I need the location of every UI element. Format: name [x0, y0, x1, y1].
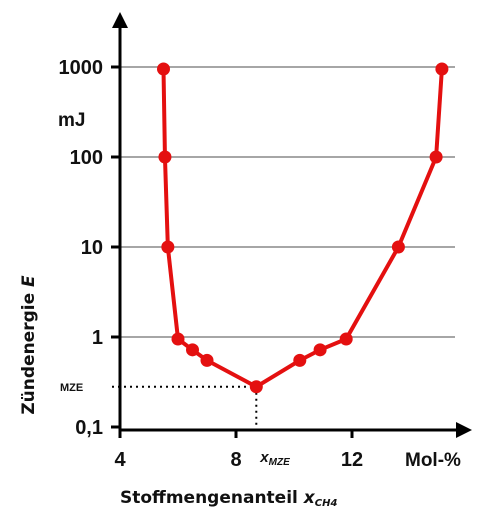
mze-label: MZE: [60, 382, 83, 394]
series-path: [161, 68, 444, 389]
axes: [112, 12, 472, 438]
y-tick-label: 1000: [59, 57, 104, 79]
x-axis-title: Stoffmengenanteil xCH4: [120, 488, 337, 509]
data-point: [158, 150, 172, 164]
y-tick-label: 10: [81, 237, 103, 259]
y-tick-label: 100: [70, 147, 103, 169]
data-point: [313, 343, 327, 357]
y-tick-label: 0,1: [75, 417, 103, 439]
data-point: [161, 240, 175, 254]
series-line: [157, 62, 449, 394]
x-mze-label: xMZE: [259, 449, 290, 468]
data-point: [157, 62, 170, 76]
x-unit-label: Mol-%: [405, 450, 461, 471]
data-point: [435, 62, 449, 76]
y-axis-title: Zündenergie E: [19, 275, 39, 415]
x-tick-label: 4: [114, 449, 126, 471]
y-unit-label: mJ: [58, 110, 85, 131]
tick-labels: 0,1 1 10 100 1000 4 8 12: [59, 57, 364, 471]
gridlines: [120, 66, 455, 338]
data-point: [339, 332, 353, 346]
data-point: [293, 353, 307, 367]
y-tick-label: 1: [92, 327, 103, 349]
x-axis-arrow: [456, 422, 472, 438]
minimum-annotation: MZE xMZE: [60, 382, 290, 468]
y-axis-arrow: [112, 12, 128, 28]
data-point: [249, 380, 263, 394]
x-tick-label: 12: [341, 449, 363, 471]
data-point: [429, 150, 443, 164]
x-tick-label: 8: [230, 449, 241, 471]
data-point: [391, 240, 405, 254]
data-point: [200, 353, 214, 367]
data-point: [171, 332, 185, 346]
data-point: [186, 343, 199, 357]
